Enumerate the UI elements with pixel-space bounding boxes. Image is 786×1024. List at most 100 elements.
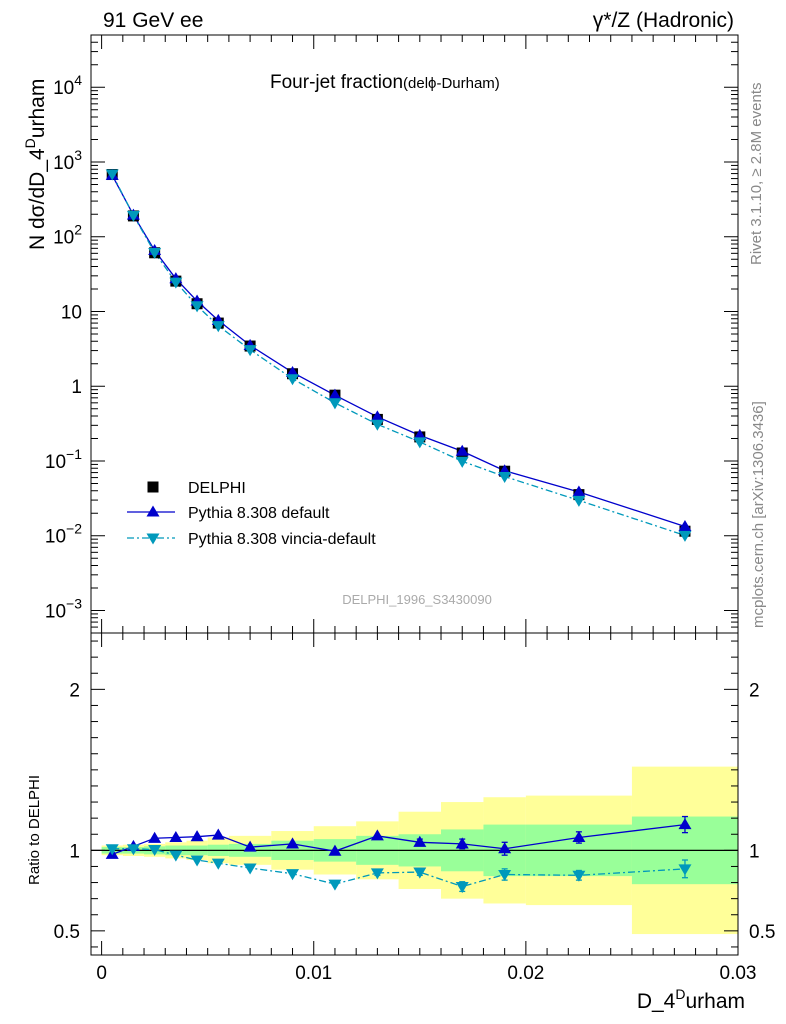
ratio-point-pythia-8-308-vincia-default xyxy=(190,855,204,867)
legend-label: Pythia 8.308 default xyxy=(188,505,330,522)
main-point-pythia-8-308-vincia-default xyxy=(148,247,162,260)
ratio-point-pythia-8-308-vincia-default xyxy=(370,868,384,880)
ratio-point-pythia-8-308-vincia-default xyxy=(105,844,119,856)
ratio-point-pythia-8-308-default xyxy=(678,818,692,830)
ratio-point-pythia-8-308-default xyxy=(413,835,427,847)
main-title-suffix: (delϕ-Durham) xyxy=(403,75,500,92)
main-point-pythia-8-308-vincia-default xyxy=(211,321,225,333)
x-axis-label: D_4Durham xyxy=(637,986,745,1013)
energy-label: 91 GeV ee xyxy=(103,9,203,32)
ratio-y-tick-label: 1 xyxy=(69,841,80,862)
y-tick-label: 103 xyxy=(53,147,82,174)
x-tick-label: 0.02 xyxy=(507,963,544,984)
main-data-layer xyxy=(105,168,692,542)
ratio-point-pythia-8-308-default xyxy=(572,830,586,843)
main-line-pythia-8-308-default xyxy=(111,175,686,528)
process-label: γ*/Z (Hadronic) xyxy=(593,9,734,32)
main-panel: 10−3 10−2 10−1 1 10 102 103 104 Four-jet fracti… xyxy=(22,34,739,634)
ratio-y-label: Ratio to DELPHI xyxy=(26,775,43,885)
ratio-point-pythia-8-308-vincia-default xyxy=(211,858,225,870)
legend-marker xyxy=(147,481,159,493)
y-axis-label: N dσ/dD_4Durham xyxy=(22,79,49,250)
ratio-point-pythia-8-308-default xyxy=(370,829,384,841)
main-point-pythia-8-308-vincia-default xyxy=(413,437,427,449)
ratio-point-pythia-8-308-vincia-default xyxy=(148,844,162,857)
y-tick-label: 10−3 xyxy=(45,595,82,622)
y-axis-label-main: N dσ/dD_4 xyxy=(26,148,49,250)
y-axis-label-tail: urham xyxy=(26,79,49,139)
ratio-y-tick-label-right: 2 xyxy=(749,680,760,701)
ratio-point-pythia-8-308-default xyxy=(328,844,342,856)
ratio-point-pythia-8-308-default xyxy=(169,830,183,843)
mcplots-label: mcplots.cern.ch [arXiv:1306.3436] xyxy=(750,401,767,628)
ratio-point-pythia-8-308-vincia-default xyxy=(413,867,427,879)
legend-marker xyxy=(146,505,160,517)
ratio-point-pythia-8-308-vincia-default xyxy=(678,864,692,876)
main-point-pythia-8-308-default xyxy=(413,428,427,440)
x-axis-label-tail: urham xyxy=(685,990,745,1013)
x-tick-label: 0 xyxy=(96,963,107,984)
main-point-pythia-8-308-vincia-default xyxy=(572,495,586,507)
ratio-point-pythia-8-308-default xyxy=(286,837,300,849)
ratio-y-tick-label: 2 xyxy=(69,680,80,701)
main-point-pythia-8-308-default xyxy=(328,388,342,400)
rivet-label: Rivet 3.1.10, ≥ 2.8M events xyxy=(748,83,765,266)
ratio-point-pythia-8-308-default xyxy=(498,842,512,854)
ratio-point-pythia-8-308-default xyxy=(148,831,162,843)
main-point-pythia-8-308-vincia-default xyxy=(286,374,300,386)
watermark: DELPHI_1996_S3430090 xyxy=(342,592,492,607)
main-point-pythia-8-308-default xyxy=(370,410,384,422)
legend: DELPHI Pythia 8.308 default Pythia 8.308 v… xyxy=(127,480,376,548)
y-tick-label: 104 xyxy=(53,72,82,99)
ratio-point-pythia-8-308-default xyxy=(190,830,204,842)
x-axis-label-main: D_4 xyxy=(637,990,676,1013)
y-tick-label: 102 xyxy=(53,222,82,249)
ratio-point-pythia-8-308-default xyxy=(211,828,225,840)
y-tick-label: 10 xyxy=(61,302,82,323)
main-point-pythia-8-308-vincia-default xyxy=(169,277,183,289)
ratio-y-tick-label: 0.5 xyxy=(54,922,80,943)
main-point-pythia-8-308-default xyxy=(572,485,586,497)
ratio-point-pythia-8-308-vincia-default xyxy=(169,850,183,862)
legend-label: Pythia 8.308 vincia-default xyxy=(188,531,376,548)
ratio-point-pythia-8-308-vincia-default xyxy=(126,844,140,856)
main-point-pythia-8-308-default xyxy=(678,519,692,532)
legend-marker xyxy=(146,533,160,545)
main-point-pythia-8-308-vincia-default xyxy=(328,398,342,410)
main-point-pythia-8-308-vincia-default xyxy=(243,345,257,357)
main-point-pythia-8-308-vincia-default xyxy=(678,530,692,542)
ratio-point-pythia-8-308-vincia-default xyxy=(328,879,342,891)
y-axis-label-sup: D xyxy=(22,138,38,148)
ratio-data-layer xyxy=(91,766,738,935)
ratio-panel: 0.5 0.51 12 20 0.01 0.02 0.03 Ratio to DELPHI … xyxy=(26,632,775,1013)
main-ticks: 10−3 10−2 10−1 1 10 102 103 104 xyxy=(45,34,739,634)
ratio-point-pythia-8-308-vincia-default xyxy=(455,882,469,894)
main-point-pythia-8-308-default xyxy=(455,444,469,456)
ratio-point-pythia-8-308-default xyxy=(455,837,469,849)
main-line-pythia-8-308-vincia-default xyxy=(111,173,686,537)
ratio-ticks: 0.5 0.5 1 1 2 2 0 0.01 0.02 0.03 xyxy=(54,633,775,984)
main-point-pythia-8-308-vincia-default xyxy=(190,301,204,313)
ratio-point-pythia-8-308-vincia-default xyxy=(286,869,300,881)
main-point-pythia-8-308-vincia-default xyxy=(126,210,140,222)
main-point-pythia-8-308-vincia-default xyxy=(105,169,119,181)
x-tick-label: 0.01 xyxy=(295,963,332,984)
ratio-point-pythia-8-308-vincia-default xyxy=(572,870,586,882)
y-tick-label: 10−1 xyxy=(45,446,82,473)
main-title-text: Four-jet fraction xyxy=(270,72,403,93)
ratio-point-pythia-8-308-vincia-default xyxy=(498,869,512,881)
ratio-y-tick-label-right: 1 xyxy=(749,841,760,862)
ratio-point-pythia-8-308-default xyxy=(243,840,257,852)
x-tick-label: 0.03 xyxy=(720,963,757,984)
legend-label: DELPHI xyxy=(188,480,246,497)
main-point-pythia-8-308-vincia-default xyxy=(455,456,469,468)
main-title: Four-jet fraction(delϕ-Durham) xyxy=(270,72,500,93)
x-axis-label-sup: D xyxy=(675,986,685,1002)
ratio-frame xyxy=(90,632,739,956)
y-tick-label: 1 xyxy=(71,377,82,398)
ratio-point-pythia-8-308-vincia-default xyxy=(243,863,257,875)
y-tick-label: 10−2 xyxy=(45,521,82,548)
ratio-y-tick-label-right: 0.5 xyxy=(749,922,775,943)
main-point-pythia-8-308-vincia-default xyxy=(370,419,384,431)
